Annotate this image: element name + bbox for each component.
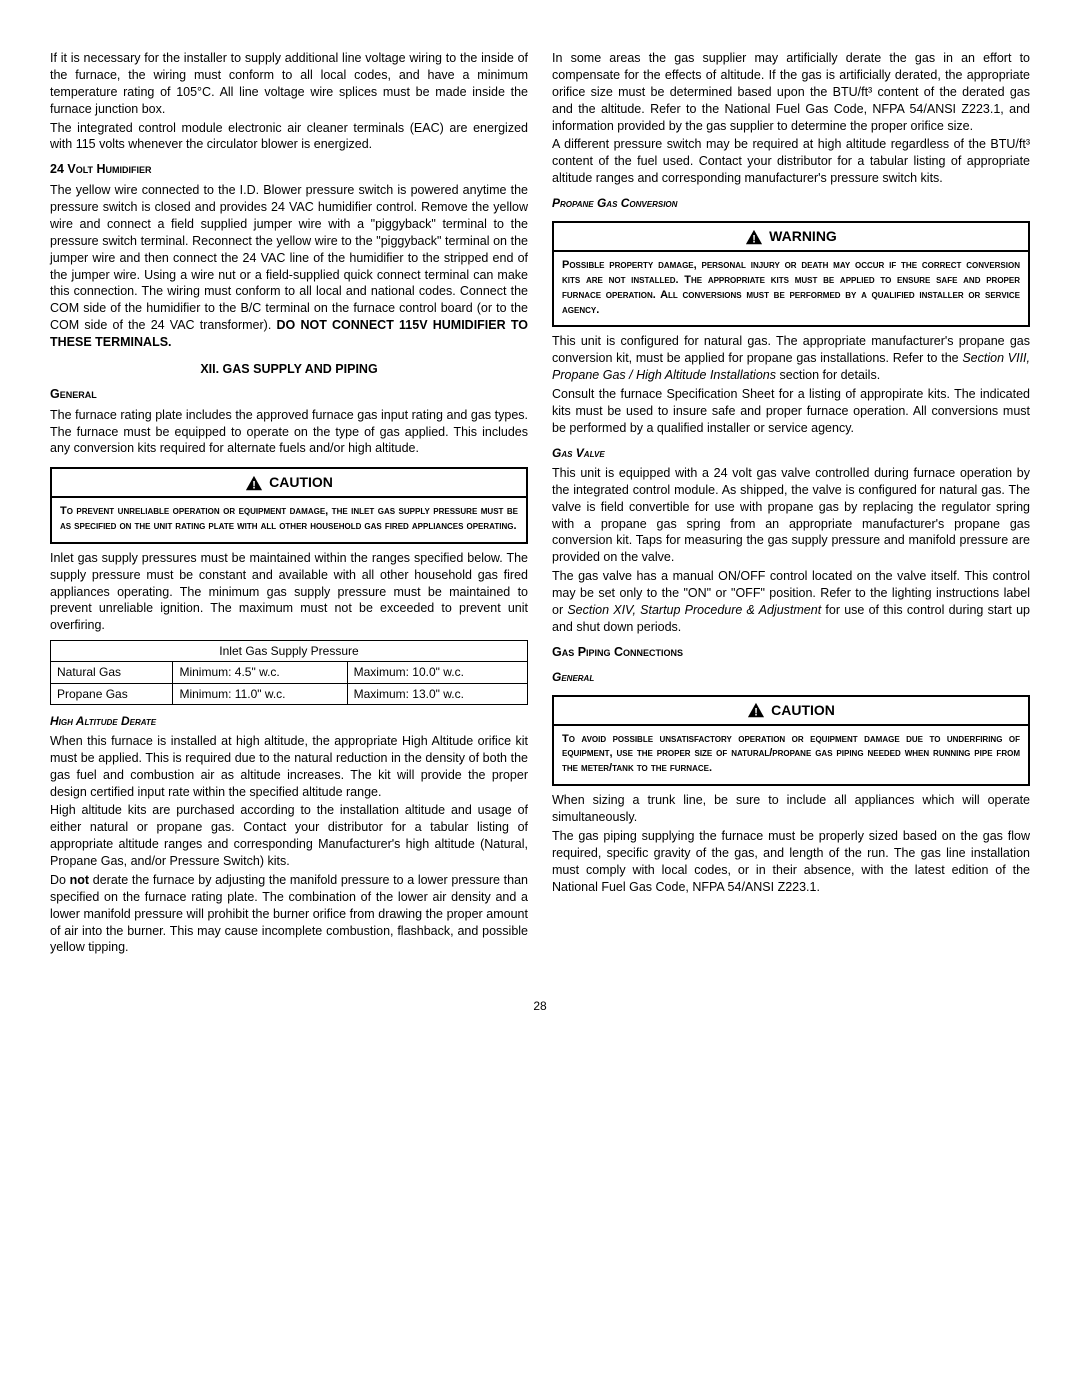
para: This unit is equipped with a 24 volt gas… xyxy=(552,465,1030,566)
para: High altitude kits are purchased accordi… xyxy=(50,802,528,870)
text: The yellow wire connected to the I.D. Bl… xyxy=(50,183,528,332)
heading-24v-humidifier: 24 Volt Humidifier xyxy=(50,161,528,178)
para: Do not derate the furnace by adjusting t… xyxy=(50,872,528,956)
table-row: Propane Gas Minimum: 11.0" w.c. Maximum:… xyxy=(51,683,528,704)
warning-box: ! WARNING Possible property damage, pers… xyxy=(552,221,1030,327)
para: This unit is configured for natural gas.… xyxy=(552,333,1030,384)
text: Do xyxy=(50,873,70,887)
warning-header: ! WARNING xyxy=(554,223,1028,252)
caution-box: ! CAUTION To prevent unreliable operatio… xyxy=(50,467,528,544)
left-column: If it is necessary for the installer to … xyxy=(50,50,528,958)
heading-general-2: General xyxy=(552,669,1030,685)
pressure-table: Inlet Gas Supply Pressure Natural Gas Mi… xyxy=(50,640,528,705)
heading-general: General xyxy=(50,386,528,403)
svg-text:!: ! xyxy=(752,233,756,245)
table-title: Inlet Gas Supply Pressure xyxy=(51,641,528,662)
table-cell: Minimum: 11.0" w.c. xyxy=(173,683,347,704)
para: A different pressure switch may be requi… xyxy=(552,136,1030,187)
two-column-layout: If it is necessary for the installer to … xyxy=(50,50,1030,958)
caution-box-2: ! CAUTION To avoid possible unsatisfacto… xyxy=(552,695,1030,786)
para: When sizing a trunk line, be sure to inc… xyxy=(552,792,1030,826)
heading-high-altitude: High Altitude Derate xyxy=(50,713,528,729)
para: When this furnace is installed at high a… xyxy=(50,733,528,801)
caution-header: ! CAUTION xyxy=(52,469,526,498)
warning-icon: ! xyxy=(747,702,765,718)
table-cell: Natural Gas xyxy=(51,662,173,683)
right-column: In some areas the gas supplier may artif… xyxy=(552,50,1030,958)
heading-gas-piping: Gas Piping Connections xyxy=(552,644,1030,661)
heading-gas-valve: Gas Valve xyxy=(552,445,1030,461)
text: section for details. xyxy=(776,368,880,382)
warning-icon: ! xyxy=(245,475,263,491)
para: Consult the furnace Specification Sheet … xyxy=(552,386,1030,437)
para: In some areas the gas supplier may artif… xyxy=(552,50,1030,134)
table-cell: Maximum: 10.0" w.c. xyxy=(347,662,527,683)
svg-text:!: ! xyxy=(754,707,758,719)
para: The integrated control module electronic… xyxy=(50,120,528,154)
svg-text:!: ! xyxy=(252,479,256,491)
section-title-gas-supply: XII. GAS SUPPLY AND PIPING xyxy=(50,361,528,378)
table-cell: Minimum: 4.5" w.c. xyxy=(173,662,347,683)
italic-text: Section XIV, Startup Procedure & Adjustm… xyxy=(567,603,821,617)
warning-label: WARNING xyxy=(769,227,837,246)
para: Inlet gas supply pressures must be maint… xyxy=(50,550,528,634)
caution-header: ! CAUTION xyxy=(554,697,1028,726)
heading-propane-conversion: Propane Gas Conversion xyxy=(552,195,1030,211)
table-cell: Maximum: 13.0" w.c. xyxy=(347,683,527,704)
emphasis-text: not xyxy=(70,873,89,887)
para: The gas valve has a manual ON/OFF contro… xyxy=(552,568,1030,636)
para: The yellow wire connected to the I.D. Bl… xyxy=(50,182,528,351)
para: If it is necessary for the installer to … xyxy=(50,50,528,118)
table-row: Natural Gas Minimum: 4.5" w.c. Maximum: … xyxy=(51,662,528,683)
warning-body: Possible property damage, personal injur… xyxy=(554,252,1028,325)
caution-body: To prevent unreliable operation or equip… xyxy=(52,498,526,542)
caution-label: CAUTION xyxy=(269,473,333,492)
page-number: 28 xyxy=(50,998,1030,1014)
warning-icon: ! xyxy=(745,229,763,245)
caution-body: To avoid possible unsatisfactory operati… xyxy=(554,726,1028,785)
caution-label: CAUTION xyxy=(771,701,835,720)
text: derate the furnace by adjusting the mani… xyxy=(50,873,528,955)
table-cell: Propane Gas xyxy=(51,683,173,704)
para: The furnace rating plate includes the ap… xyxy=(50,407,528,458)
para: The gas piping supplying the furnace mus… xyxy=(552,828,1030,896)
text: This unit is configured for natural gas.… xyxy=(552,334,1030,365)
